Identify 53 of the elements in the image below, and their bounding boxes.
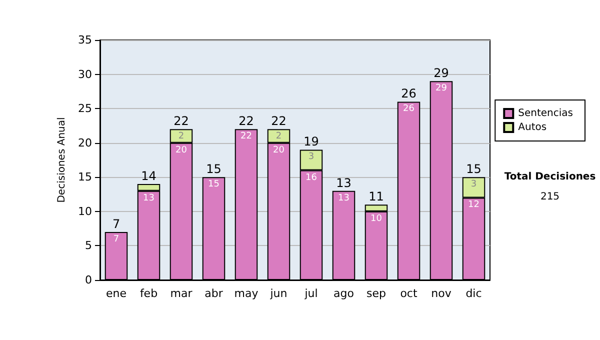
data-label: 20 — [273, 145, 285, 156]
x-tick-label: nov — [431, 287, 452, 300]
y-tick-label: 5 — [85, 239, 92, 252]
x-tick-label: ago — [334, 287, 354, 300]
x-tick-label: oct — [400, 287, 418, 300]
data-label: 13 — [143, 193, 154, 204]
x-tick-label: jun — [269, 287, 288, 300]
y-tick-label: 30 — [78, 68, 92, 81]
data-label: 2 — [178, 132, 184, 142]
data-label: 20 — [176, 145, 188, 156]
x-tick-label: sep — [366, 287, 386, 300]
total-label: 26 — [401, 86, 416, 101]
data-label: 22 — [240, 132, 252, 142]
text: Total Decisiones — [504, 172, 596, 182]
total-label: 15 — [466, 162, 482, 176]
data-label: 2 — [276, 132, 282, 142]
total-label: 11 — [368, 190, 384, 204]
y-tick-label: 15 — [78, 170, 92, 184]
data-label: 10 — [370, 214, 382, 224]
total-label: 15 — [206, 162, 222, 176]
y-tick-label: 10 — [78, 204, 92, 218]
total-label: 22 — [174, 114, 189, 128]
y-axis-title: Decisiones Anual — [56, 117, 68, 203]
total-label: 22 — [238, 114, 254, 128]
data-label: 26 — [403, 104, 415, 114]
data-label: 15 — [208, 180, 220, 190]
y-tick-label: 20 — [78, 136, 92, 150]
data-label: 3 — [308, 152, 314, 162]
data-label: 3 — [470, 180, 477, 190]
total-label: 14 — [141, 169, 156, 183]
x-tick-label: ene — [106, 287, 127, 300]
x-tick-label: may — [234, 287, 259, 300]
y-tick-label: 25 — [78, 102, 92, 116]
total-label: 22 — [271, 114, 286, 128]
data-label: 13 — [338, 193, 350, 204]
total-label: 13 — [336, 176, 352, 190]
data-label: 12 — [468, 200, 480, 210]
x-tick-label: abr — [204, 287, 224, 300]
x-tick-label: mar — [170, 287, 193, 300]
text: 215 — [540, 192, 560, 202]
legend-label: Autos — [518, 122, 547, 133]
total-label: 7 — [112, 217, 120, 231]
y-tick-label: 35 — [78, 34, 92, 46]
x-tick-label: dic — [466, 287, 482, 300]
total-label: 29 — [434, 66, 449, 80]
data-label: 29 — [436, 84, 448, 94]
x-tick-label: feb — [140, 287, 158, 300]
data-label: 16 — [306, 172, 318, 183]
legend-label: Sentencias — [518, 108, 574, 119]
data-label: 7 — [113, 234, 120, 244]
y-tick-label: 0 — [85, 274, 92, 286]
x-tick-label: jul — [304, 287, 318, 300]
total-label: 19 — [304, 134, 319, 149]
